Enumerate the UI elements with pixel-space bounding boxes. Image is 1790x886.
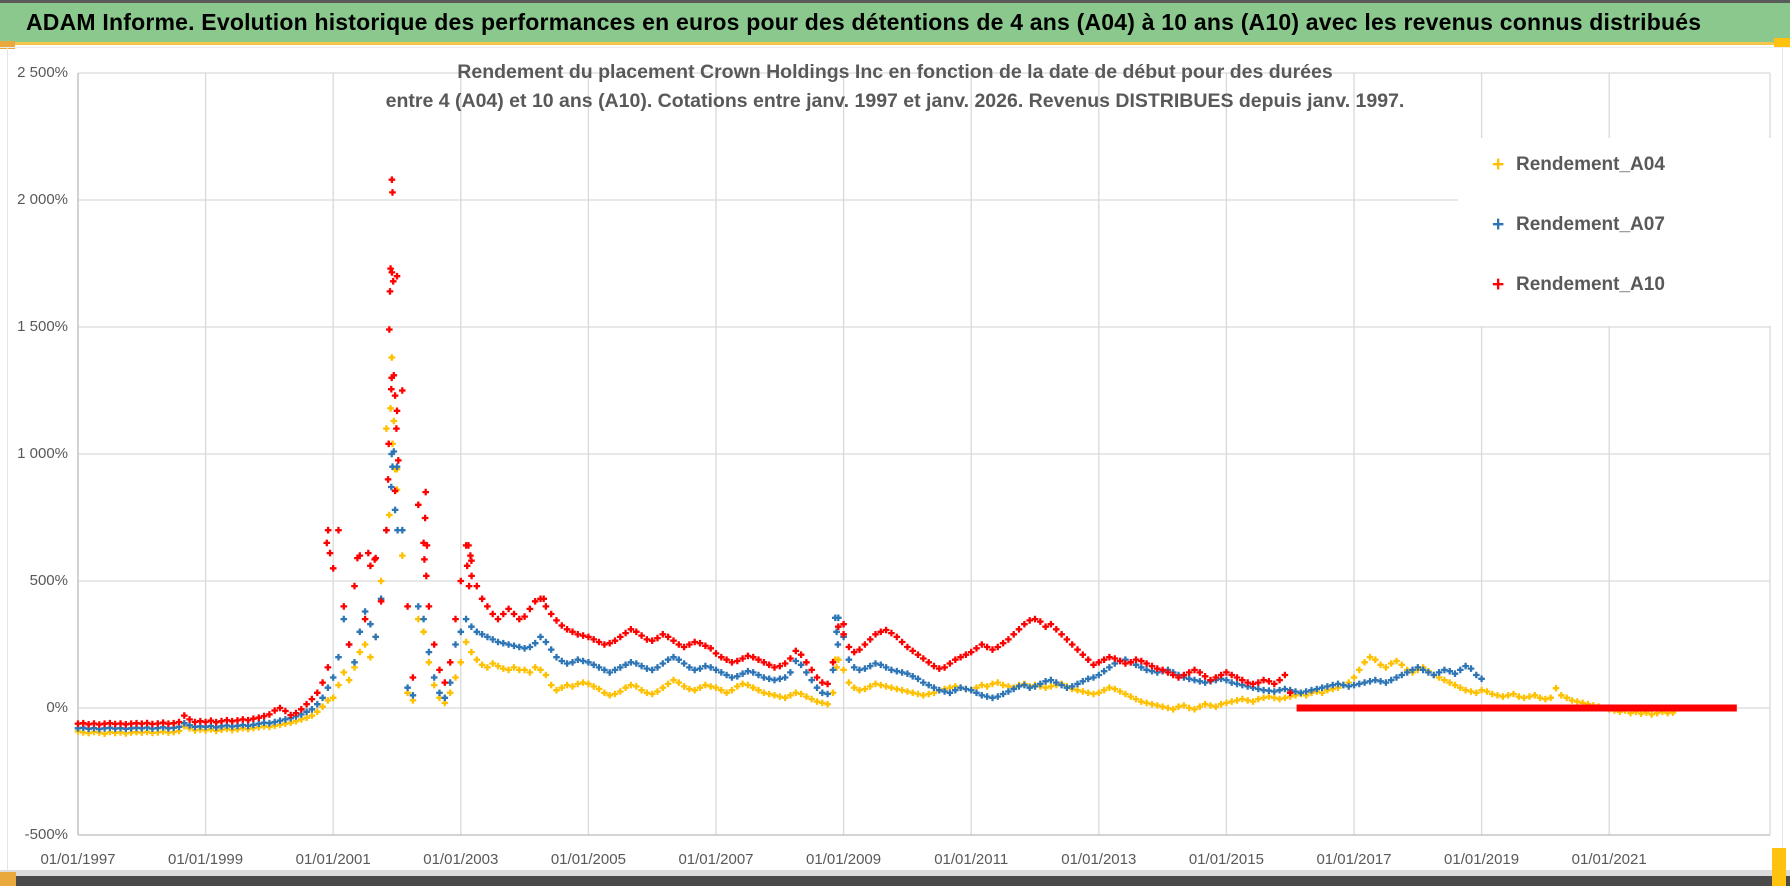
series-Rendement_A04 (74, 354, 1677, 737)
y-axis-tick-label: 500% (29, 572, 68, 589)
x-axis-tick-label: 01/01/2009 (806, 851, 882, 868)
x-axis-tick-label: 01/01/2007 (678, 851, 754, 868)
selection-handle-bottom-left[interactable] (0, 872, 16, 886)
bottom-row-strip (0, 870, 1790, 876)
column-border-right (1782, 48, 1783, 870)
selection-handle-bottom-right[interactable] (1772, 848, 1786, 886)
legend-label: Rendement_A10 (1516, 274, 1665, 295)
x-axis-tick-label: 01/01/2021 (1571, 851, 1647, 868)
header-title: ADAM Informe. Evolution historique des p… (26, 9, 1702, 35)
y-axis-tick-label: 1 000% (17, 445, 68, 462)
bottom-dark-bar (0, 876, 1790, 886)
selection-handle-top-left[interactable] (0, 41, 15, 49)
legend-plus-marker-icon: + (1492, 153, 1505, 176)
chart-title: Rendement du placement Crown Holdings In… (230, 58, 1560, 116)
series-Rendement_A07 (74, 448, 1485, 733)
x-axis-tick-label: 01/01/1997 (40, 851, 116, 868)
x-axis-tick-label: 01/01/2003 (423, 851, 499, 868)
series-Rendement_A10 (74, 176, 1294, 728)
x-axis-tick-label: 01/01/2013 (1061, 851, 1137, 868)
legend-item-Rendement_A10[interactable]: + Rendement_A10 (1492, 270, 1665, 300)
y-axis-tick-label: 2 000% (17, 191, 68, 208)
chart-title-line1: Rendement du placement Crown Holdings In… (457, 61, 1333, 83)
x-axis-tick-label: 01/01/2019 (1444, 851, 1520, 868)
y-axis-tick-label: 0% (46, 699, 68, 716)
y-axis-tick-label: -500% (24, 826, 68, 843)
x-axis-tick-label: 01/01/1999 (168, 851, 244, 868)
chart-title-line2: entre 4 (A04) et 10 ans (A10). Cotations… (385, 90, 1405, 112)
legend-plus-marker-icon: + (1492, 273, 1505, 296)
y-axis-tick-label: 1 500% (17, 318, 68, 335)
window-top-border (0, 0, 1790, 3)
x-axis-tick-label: 01/01/2011 (934, 851, 1009, 868)
column-border-left (7, 48, 8, 870)
selection-handle-top-right[interactable] (1774, 38, 1790, 48)
row-divider (0, 47, 1790, 48)
legend-plus-marker-icon: + (1492, 213, 1505, 236)
y-axis-tick-label: 2 500% (17, 64, 68, 81)
header-bar: ADAM Informe. Evolution historique des p… (0, 3, 1790, 42)
legend-label: Rendement_A07 (1516, 214, 1665, 235)
legend-label: Rendement_A04 (1516, 154, 1665, 175)
x-axis-tick-label: 01/01/2017 (1316, 851, 1392, 868)
x-axis-tick-label: 01/01/2005 (550, 851, 626, 868)
legend-item-Rendement_A04[interactable]: + Rendement_A04 (1492, 150, 1665, 180)
x-axis-tick-label: 01/01/2001 (295, 851, 371, 868)
selection-border-top (0, 42, 1790, 45)
legend-item-Rendement_A07[interactable]: + Rendement_A07 (1492, 210, 1665, 240)
chart-legend[interactable]: + Rendement_A04 + Rendement_A07 + Rendement_A… (1458, 138, 1782, 326)
x-axis-tick-label: 01/01/2015 (1188, 851, 1264, 868)
